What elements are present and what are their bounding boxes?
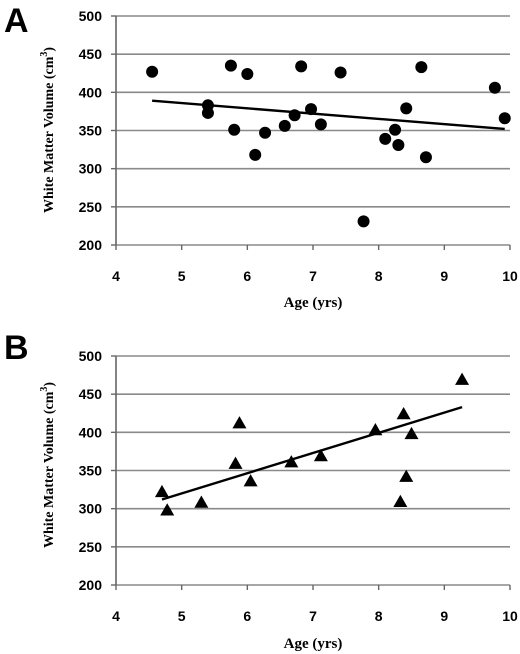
panel-label: B	[4, 329, 29, 367]
y-tick-label: 300	[79, 501, 103, 517]
x-axis-label: Age (yrs)	[284, 295, 343, 311]
data-point	[368, 423, 383, 436]
x-tick-label: 5	[178, 608, 186, 624]
y-tick-label: 400	[79, 84, 103, 100]
chart-panel-a: A 200 250 300 350 400 450 500 4 5 6 7 8 9 10 White M…	[4, 2, 518, 311]
y-tick-label: 300	[79, 161, 103, 177]
x-tick-label: 9	[440, 268, 448, 284]
x-tick-label: 4	[112, 608, 120, 624]
trend-line	[161, 405, 463, 501]
y-tick-label: 500	[79, 348, 103, 364]
data-point	[259, 126, 272, 139]
y-tick-label: 500	[79, 8, 103, 24]
x-tick-label: 8	[375, 608, 383, 624]
data-point	[154, 484, 169, 498]
data-point	[278, 119, 291, 132]
data-point	[400, 102, 413, 115]
data-point	[314, 118, 327, 131]
x-tick-label: 7	[309, 608, 317, 624]
data-point	[392, 139, 405, 152]
data-point	[228, 456, 243, 469]
x-tick-label: 7	[309, 268, 317, 284]
x-tick-label: 9	[440, 608, 448, 624]
data-point	[393, 494, 408, 508]
data-point	[313, 448, 328, 462]
data-point	[396, 407, 411, 420]
data-point	[419, 151, 432, 164]
y-tick-label: 250	[79, 539, 103, 555]
data-point	[415, 61, 428, 74]
y-tick-label: 350	[79, 123, 103, 139]
y-tick-label: 350	[79, 463, 103, 479]
data-point	[389, 123, 402, 136]
x-tick-label: 6	[243, 268, 251, 284]
y-axis-label: White Matter Volume (cm3)	[39, 382, 57, 548]
data-point	[455, 372, 470, 385]
y-tick-label: 200	[79, 577, 103, 593]
y-tick-label: 450	[79, 46, 103, 62]
x-tick-label: 10	[502, 608, 518, 624]
data-point	[249, 148, 262, 161]
y-tick-label: 250	[79, 199, 103, 215]
data-point	[288, 109, 301, 122]
y-tick-label: 200	[79, 237, 103, 253]
data-point	[379, 132, 392, 145]
data-point	[404, 426, 419, 440]
chart-b-svg: B 200 250 300 350 400 450 500 4 5 6 7 8 9 10 White M…	[4, 329, 518, 652]
data-point	[241, 68, 254, 81]
x-tick-label: 10	[502, 268, 518, 284]
y-tick-label: 400	[79, 424, 103, 440]
data-point	[498, 112, 511, 125]
x-tick-label: 8	[375, 268, 383, 284]
data-point	[399, 469, 414, 482]
y-tick-label: 450	[79, 386, 103, 402]
x-axis-label: Age (yrs)	[284, 636, 343, 652]
panel-label: A	[4, 2, 29, 40]
chart-a-svg: A 200 250 300 350 400 450 500 4 5 6 7 8 9 10 White M…	[4, 2, 518, 311]
data-point	[284, 455, 299, 468]
data-point	[224, 59, 237, 72]
data-point	[228, 123, 241, 136]
data-point	[488, 81, 501, 94]
x-tick-label: 5	[178, 268, 186, 284]
data-point	[201, 106, 214, 119]
data-point	[357, 215, 370, 228]
data-point	[194, 495, 209, 508]
data-point	[232, 416, 247, 429]
y-axis-label: White Matter Volume (cm3)	[39, 47, 57, 213]
data-point	[160, 503, 175, 516]
x-tick-label: 4	[112, 268, 120, 284]
x-tick-label: 6	[243, 608, 251, 624]
data-point	[243, 474, 258, 487]
data-point	[305, 103, 318, 116]
data-point	[295, 60, 308, 73]
data-point	[146, 65, 159, 78]
chart-panel-b: B 200 250 300 350 400 450 500 4 5 6 7 8 9 10 White M…	[0, 327, 520, 654]
data-point	[334, 66, 347, 79]
